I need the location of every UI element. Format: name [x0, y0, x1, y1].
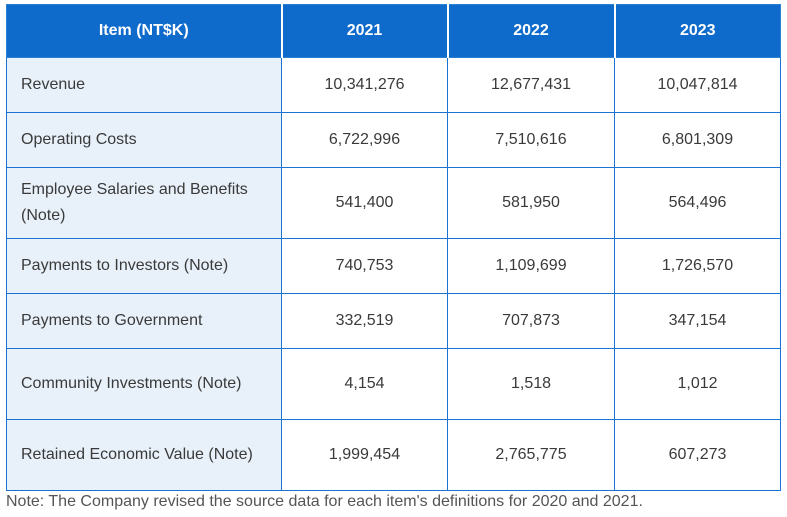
cell-2021: 4,154	[281, 348, 448, 420]
cell-2021: 1,999,454	[281, 419, 448, 491]
header-2023: 2023	[614, 4, 781, 58]
cell-2023: 6,801,309	[614, 112, 781, 168]
table-footnote: Note: The Company revised the source dat…	[6, 493, 643, 510]
cell-2021: 10,341,276	[281, 57, 448, 113]
cell-2023: 607,273	[614, 419, 781, 491]
economic-value-table: Item (NT$K) 2021 2022 2023 Revenue 10,34…	[6, 4, 781, 491]
economic-value-table-container: Item (NT$K) 2021 2022 2023 Revenue 10,34…	[6, 4, 781, 491]
header-2021: 2021	[281, 4, 449, 58]
cell-2023: 1,726,570	[614, 238, 781, 294]
row-label: Retained Economic Value (Note)	[6, 419, 282, 491]
cell-2021: 6,722,996	[281, 112, 448, 168]
cell-2021: 332,519	[281, 293, 448, 349]
table-header-row: Item (NT$K) 2021 2022 2023	[6, 4, 781, 58]
table-row-operating-costs: Operating Costs 6,722,996 7,510,616 6,80…	[6, 112, 781, 168]
row-label: Employee Salaries and Benefits (Note)	[6, 167, 282, 239]
table-row-community-investments: Community Investments (Note) 4,154 1,518…	[6, 348, 781, 420]
header-item: Item (NT$K)	[6, 4, 283, 58]
table-row-retained-value: Retained Economic Value (Note) 1,999,454…	[6, 419, 781, 491]
cell-2022: 581,950	[447, 167, 615, 239]
cell-2022: 707,873	[447, 293, 615, 349]
cell-2022: 2,765,775	[447, 419, 615, 491]
cell-2022: 12,677,431	[447, 57, 615, 113]
table-row-employee-salaries: Employee Salaries and Benefits (Note) 54…	[6, 167, 781, 239]
cell-2021: 541,400	[281, 167, 448, 239]
cell-2023: 10,047,814	[614, 57, 781, 113]
cell-2023: 347,154	[614, 293, 781, 349]
row-label: Payments to Investors (Note)	[6, 238, 282, 294]
row-label: Payments to Government	[6, 293, 282, 349]
row-label: Revenue	[6, 57, 282, 113]
cell-2023: 1,012	[614, 348, 781, 420]
cell-2023: 564,496	[614, 167, 781, 239]
cell-2021: 740,753	[281, 238, 448, 294]
table-row-payments-investors: Payments to Investors (Note) 740,753 1,1…	[6, 238, 781, 294]
row-label: Community Investments (Note)	[6, 348, 282, 420]
header-2022: 2022	[447, 4, 616, 58]
cell-2022: 7,510,616	[447, 112, 615, 168]
cell-2022: 1,109,699	[447, 238, 615, 294]
table-row-revenue: Revenue 10,341,276 12,677,431 10,047,814	[6, 57, 781, 113]
table-row-payments-government: Payments to Government 332,519 707,873 3…	[6, 293, 781, 349]
cell-2022: 1,518	[447, 348, 615, 420]
row-label: Operating Costs	[6, 112, 282, 168]
